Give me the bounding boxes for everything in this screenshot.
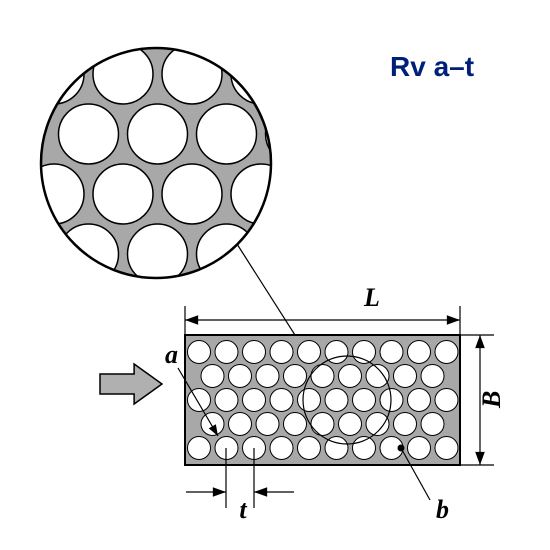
dim-label-t: t: [239, 495, 247, 524]
diagram-title: Rv a–t: [390, 51, 474, 82]
dim-label-B: B: [477, 391, 506, 409]
leader-dot: [398, 445, 405, 452]
perforated-sheet: [185, 335, 460, 465]
dim-label-a: a: [165, 340, 178, 369]
dim-label-b: b: [436, 495, 449, 524]
dim-label-L: L: [363, 283, 380, 312]
diagram-canvas: L Bt a b Rv a–t: [0, 0, 550, 550]
